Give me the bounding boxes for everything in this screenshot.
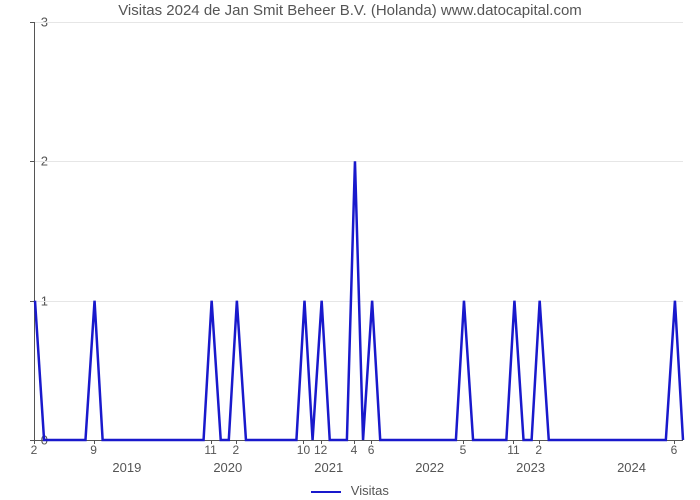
legend-swatch xyxy=(311,491,341,493)
x-minor-label: 9 xyxy=(90,443,97,457)
x-minor-label: 2 xyxy=(535,443,542,457)
x-minor-label: 11 xyxy=(204,443,216,457)
x-minor-label: 6 xyxy=(368,443,375,457)
x-year-label: 2024 xyxy=(617,460,646,475)
x-year-label: 2021 xyxy=(314,460,343,475)
chart-title: Visitas 2024 de Jan Smit Beheer B.V. (Ho… xyxy=(0,2,700,19)
plot-area xyxy=(34,22,683,441)
series-line xyxy=(35,161,683,440)
x-minor-label: 2 xyxy=(233,443,240,457)
legend-label: Visitas xyxy=(351,483,389,498)
x-minor-label: 2 xyxy=(31,443,38,457)
x-year-label: 2020 xyxy=(213,460,242,475)
x-year-label: 2019 xyxy=(112,460,141,475)
x-minor-label: 4 xyxy=(351,443,358,457)
x-minor-label: 5 xyxy=(460,443,467,457)
x-year-label: 2023 xyxy=(516,460,545,475)
x-year-label: 2022 xyxy=(415,460,444,475)
x-minor-label: 12 xyxy=(314,443,327,457)
line-svg xyxy=(35,22,683,440)
chart-container: Visitas 2024 de Jan Smit Beheer B.V. (Ho… xyxy=(0,0,700,500)
x-minor-label: 11 xyxy=(507,443,519,457)
x-minor-label: 6 xyxy=(671,443,678,457)
legend: Visitas xyxy=(0,483,700,498)
x-axis: 2911210124651126201920202021202220232024 xyxy=(34,440,682,480)
x-minor-label: 10 xyxy=(297,443,310,457)
